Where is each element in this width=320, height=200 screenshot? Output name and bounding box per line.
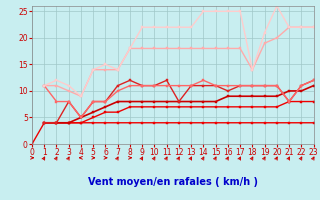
- X-axis label: Vent moyen/en rafales ( km/h ): Vent moyen/en rafales ( km/h ): [88, 177, 258, 187]
